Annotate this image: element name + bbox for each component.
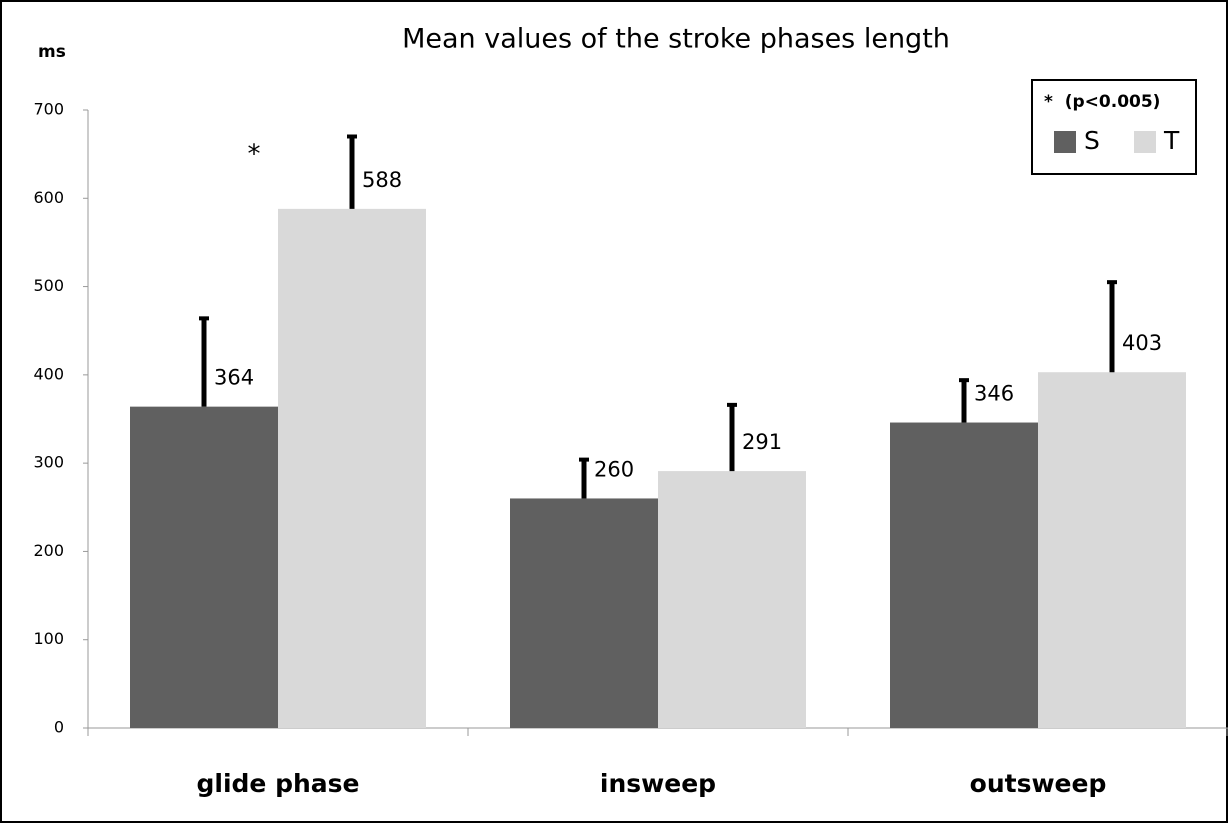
y-tick-label: 0 bbox=[54, 718, 64, 737]
value-label: 260 bbox=[594, 457, 634, 481]
x-tick-label: glide phase bbox=[197, 769, 360, 798]
y-tick-label: 700 bbox=[33, 100, 64, 119]
bar bbox=[510, 498, 658, 728]
legend-swatch bbox=[1054, 131, 1076, 153]
legend-swatch bbox=[1134, 131, 1156, 153]
y-tick-label: 600 bbox=[33, 188, 64, 207]
value-label: 291 bbox=[742, 430, 782, 454]
value-label: 403 bbox=[1122, 331, 1162, 355]
y-tick-label: 100 bbox=[33, 629, 64, 648]
bar bbox=[278, 208, 426, 728]
y-tick-label: 300 bbox=[33, 453, 64, 472]
bar bbox=[658, 471, 806, 728]
legend-title: * (p<0.005) bbox=[1044, 92, 1160, 112]
bar bbox=[130, 406, 278, 728]
legend-label: S bbox=[1084, 126, 1100, 155]
value-label: 346 bbox=[974, 382, 1014, 406]
x-tick-label: outsweep bbox=[970, 769, 1107, 798]
legend-label: T bbox=[1163, 126, 1180, 155]
chart-title: Mean values of the stroke phases length bbox=[402, 24, 950, 55]
x-tick-label: insweep bbox=[600, 769, 716, 798]
legend-box bbox=[1031, 79, 1197, 175]
y-tick-label: 400 bbox=[33, 364, 64, 383]
bar bbox=[890, 422, 1038, 728]
y-axis-label: ms bbox=[38, 42, 66, 62]
y-tick-label: 200 bbox=[33, 541, 64, 560]
bar bbox=[1038, 372, 1186, 728]
value-label: 588 bbox=[362, 168, 402, 192]
y-tick-label: 500 bbox=[33, 276, 64, 295]
annotation: * bbox=[248, 140, 261, 170]
value-label: 364 bbox=[214, 366, 254, 390]
